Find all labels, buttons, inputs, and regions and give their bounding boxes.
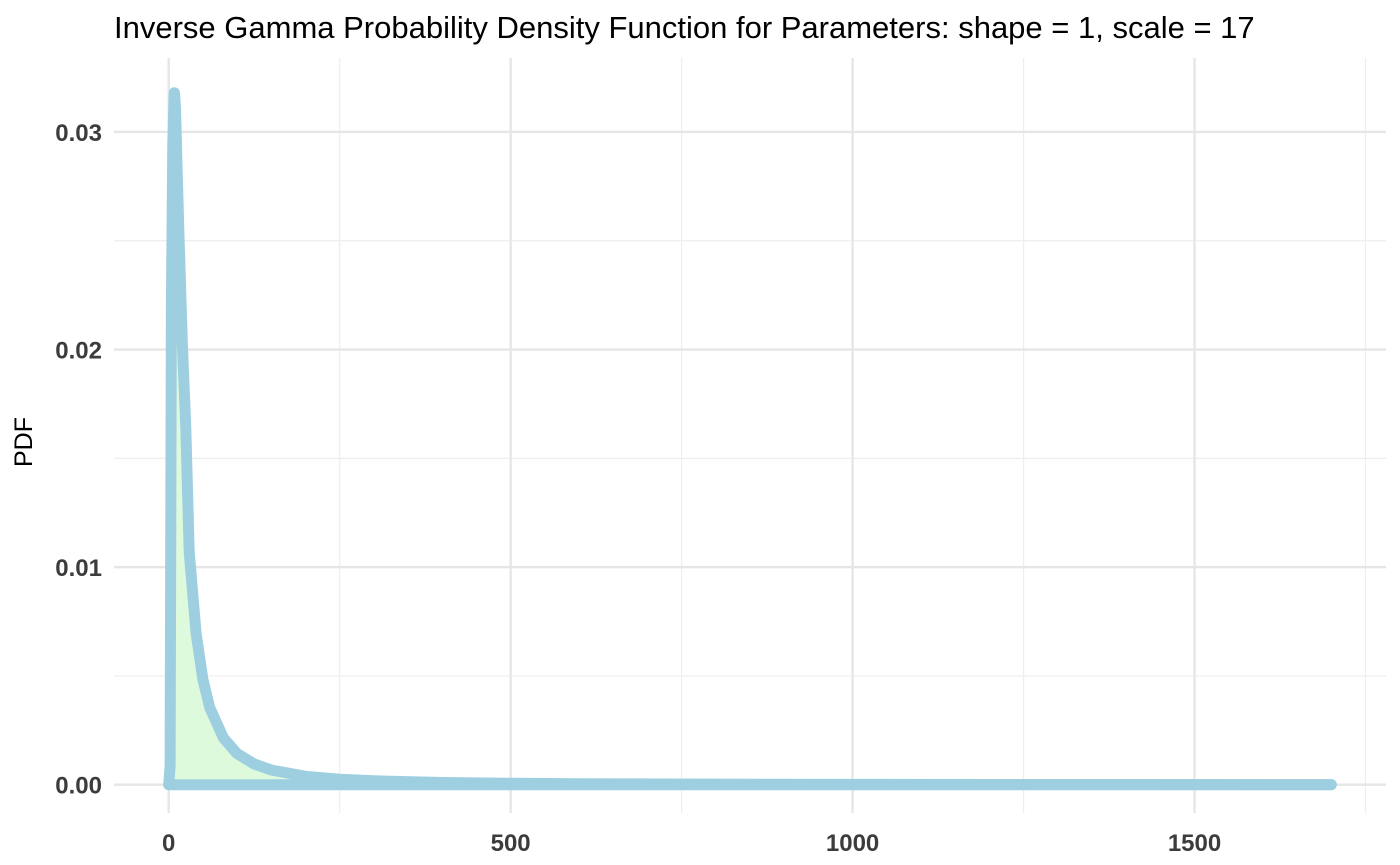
y-axis-ticks: 0.00 0.01 0.02 0.03	[55, 120, 102, 800]
chart-title: Inverse Gamma Probability Density Functi…	[114, 10, 1255, 45]
y-tick-label: 0.02	[55, 338, 102, 365]
pdf-curve-line	[163, 87, 1337, 791]
pdf-area	[168, 92, 1332, 785]
y-axis-label: PDF	[10, 417, 38, 467]
y-tick-label: 0.03	[55, 120, 102, 147]
x-tick-label: 500	[491, 830, 531, 857]
pdf-curve	[163, 87, 1337, 791]
gridlines	[114, 58, 1386, 813]
y-tick-label: 0.00	[55, 773, 102, 800]
pdf-area-fill	[168, 92, 1332, 785]
x-tick-label: 1000	[826, 830, 879, 857]
x-tick-label: 0	[162, 830, 175, 857]
x-tick-label: 1500	[1168, 830, 1221, 857]
y-tick-label: 0.01	[55, 555, 102, 582]
x-axis-ticks: 0 500 1000 1500	[162, 830, 1221, 857]
